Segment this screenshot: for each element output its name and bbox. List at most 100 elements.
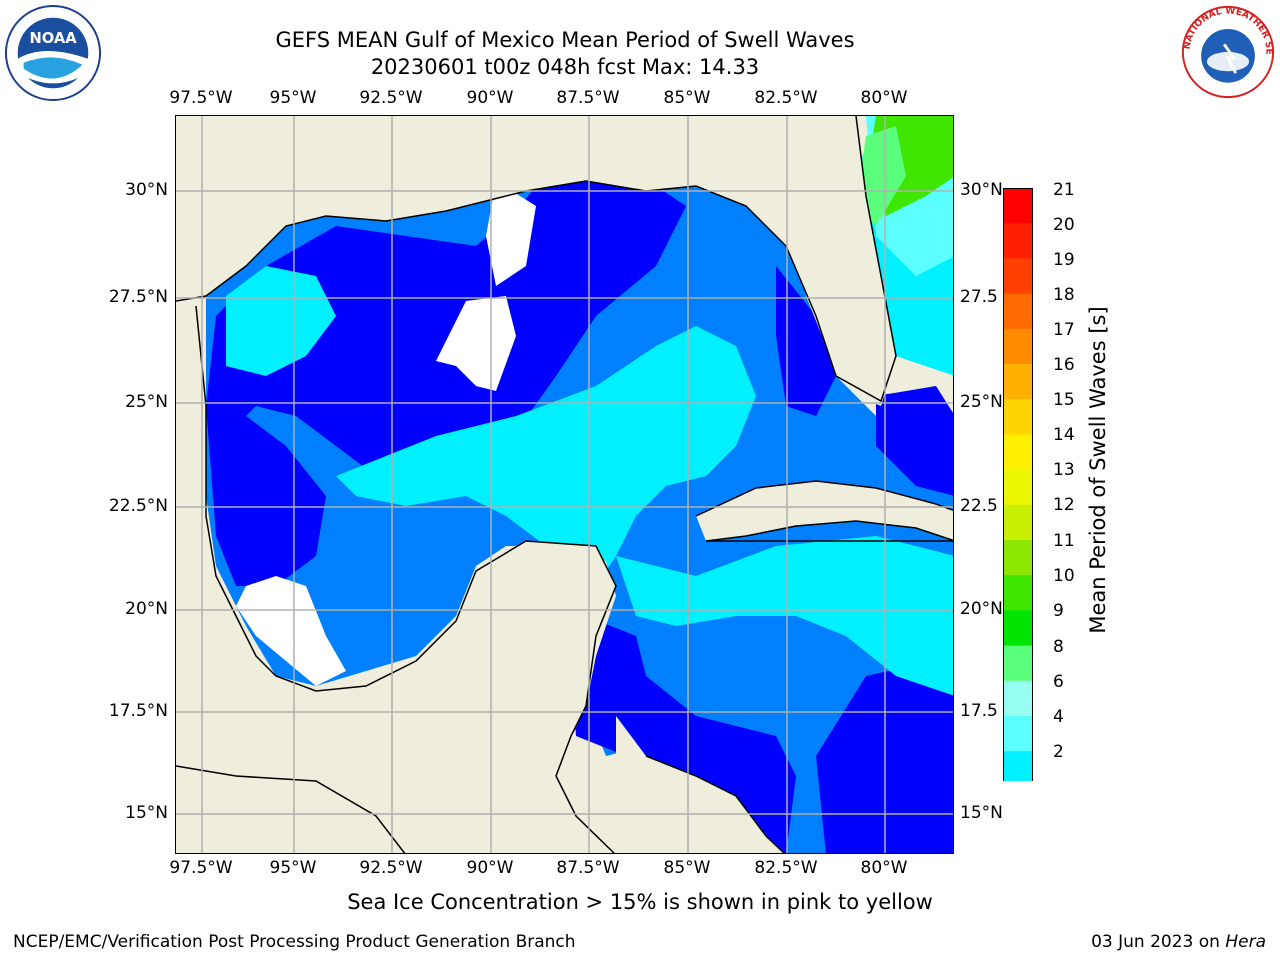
lat-label-left: 27.5°N [108, 287, 168, 307]
colorbar-segment [1003, 645, 1033, 682]
lon-label-top: 90°W [466, 88, 514, 108]
lat-label-right: 20°N [960, 599, 1003, 619]
colorbar-segment [1003, 504, 1033, 541]
coastline [195, 305, 617, 853]
lon-label-bottom: 95°W [269, 858, 317, 878]
lon-label-bottom: 97.5°W [169, 858, 233, 878]
colorbar-segment [1003, 293, 1033, 330]
colorbar-label: 9 [1053, 601, 1064, 621]
coastline [176, 765, 406, 853]
colorbar-title: Mean Period of Swell Waves [s] [1086, 306, 1110, 634]
coastline [695, 480, 953, 542]
nws-logo: NATIONAL WEATHER SERVICE [1180, 4, 1275, 99]
noaa-logo-text: NOAA [29, 30, 77, 47]
sea-ice-note: Sea Ice Concentration > 15% is shown in … [347, 890, 933, 914]
colorbar-label: 21 [1053, 180, 1075, 200]
cyan-region [616, 536, 953, 696]
colorbar-segment [1003, 364, 1033, 400]
map-subtitle: 20230601 t00z 048h fcst Max: 14.33 [370, 55, 760, 79]
cyan-region [226, 266, 336, 376]
lat-label-right: 15°N [960, 803, 1003, 823]
footer-credit: NCEP/EMC/Verification Post Processing Pr… [13, 932, 576, 952]
lat-label-left: 25°N [125, 392, 168, 412]
footer-host: Hera [1225, 932, 1266, 952]
lon-label-bottom: 92.5°W [359, 858, 423, 878]
lon-label-top: 85°W [663, 88, 711, 108]
lat-label-left: 30°N [125, 180, 168, 200]
colorbar-segment [1003, 258, 1033, 295]
colorbar-label: 17 [1053, 320, 1075, 340]
colorbar-label: 4 [1053, 707, 1064, 727]
dark-blue-region [876, 386, 953, 496]
lon-label-bottom: 82.5°W [754, 858, 818, 878]
lat-label-left: 20°N [125, 599, 168, 619]
noaa-logo: NOAA [4, 4, 102, 102]
colorbar-label: 10 [1053, 566, 1075, 586]
nodata-area [236, 576, 346, 686]
usa-land [176, 116, 896, 401]
colorbar-label: 14 [1053, 425, 1075, 445]
colorbar-segment [1003, 328, 1033, 365]
lon-label-bottom: 80°W [860, 858, 908, 878]
colorbar-frame [1003, 188, 1033, 781]
footer-date-text: 03 Jun 2023 on [1091, 932, 1220, 952]
map-title: GEFS MEAN Gulf of Mexico Mean Period of … [275, 28, 855, 52]
colorbar-segment [1003, 399, 1033, 435]
dark-blue-region [571, 616, 796, 853]
colorbar-label: 8 [1053, 637, 1064, 657]
nodata-area [436, 296, 516, 391]
lon-label-bottom: 85°W [663, 858, 711, 878]
florida-land [796, 116, 896, 406]
lat-label-left: 15°N [125, 803, 168, 823]
lat-label-right: 30°N [960, 180, 1003, 200]
dark-blue-region [776, 266, 836, 416]
lat-label-right: 25°N [960, 392, 1003, 412]
colorbar-segment [1003, 680, 1033, 717]
lat-label-right: 17.5 [960, 701, 998, 721]
colorbar-label: 12 [1053, 495, 1075, 515]
lon-label-bottom: 90°W [466, 858, 514, 878]
lon-label-top: 80°W [860, 88, 908, 108]
lon-label-bottom: 87.5°W [556, 858, 620, 878]
colorbar-segment [1003, 188, 1033, 224]
lon-label-top: 97.5°W [169, 88, 233, 108]
colorbar-label: 16 [1053, 355, 1075, 375]
colorbar-label: 6 [1053, 672, 1064, 692]
nodata-area [486, 181, 536, 286]
colorbar-segment [1003, 610, 1033, 647]
cuba-land [696, 481, 953, 541]
colorbar-label: 18 [1053, 285, 1075, 305]
colorbar [1003, 188, 1033, 781]
colorbar-label: 20 [1053, 215, 1075, 235]
colorbar-label: 15 [1053, 390, 1075, 410]
gulf-map [176, 116, 953, 853]
yucatan-land [476, 541, 616, 676]
dark-blue-region [206, 406, 326, 586]
lon-label-top: 87.5°W [556, 88, 620, 108]
lat-label-left: 17.5°N [108, 701, 168, 721]
coastline [645, 755, 785, 853]
footer-date: 03 Jun 2023 on Hera [1091, 932, 1266, 952]
map-panel[interactable] [175, 115, 954, 854]
lon-label-top: 92.5°W [359, 88, 423, 108]
central-america-land [616, 716, 784, 853]
lon-label-top: 95°W [269, 88, 317, 108]
colorbar-segment [1003, 469, 1033, 506]
lon-label-top: 82.5°W [754, 88, 818, 108]
green-region [856, 126, 906, 226]
colorbar-label: 11 [1053, 531, 1075, 551]
cyan-region [336, 326, 756, 586]
colorbar-segment [1003, 716, 1033, 752]
lat-label-right: 22.5 [960, 496, 998, 516]
lat-label-left: 22.5°N [108, 496, 168, 516]
colorbar-segment [1003, 540, 1033, 576]
colorbar-label: 13 [1053, 460, 1075, 480]
colorbar-segment [1003, 751, 1033, 781]
colorbar-label: 19 [1053, 250, 1075, 270]
colorbar-label: 2 [1053, 742, 1064, 762]
lat-label-right: 27.5 [960, 287, 998, 307]
lon-gridlines [201, 116, 886, 853]
colorbar-segment [1003, 223, 1033, 259]
colorbar-segment [1003, 575, 1033, 611]
lat-gridlines [176, 190, 953, 815]
